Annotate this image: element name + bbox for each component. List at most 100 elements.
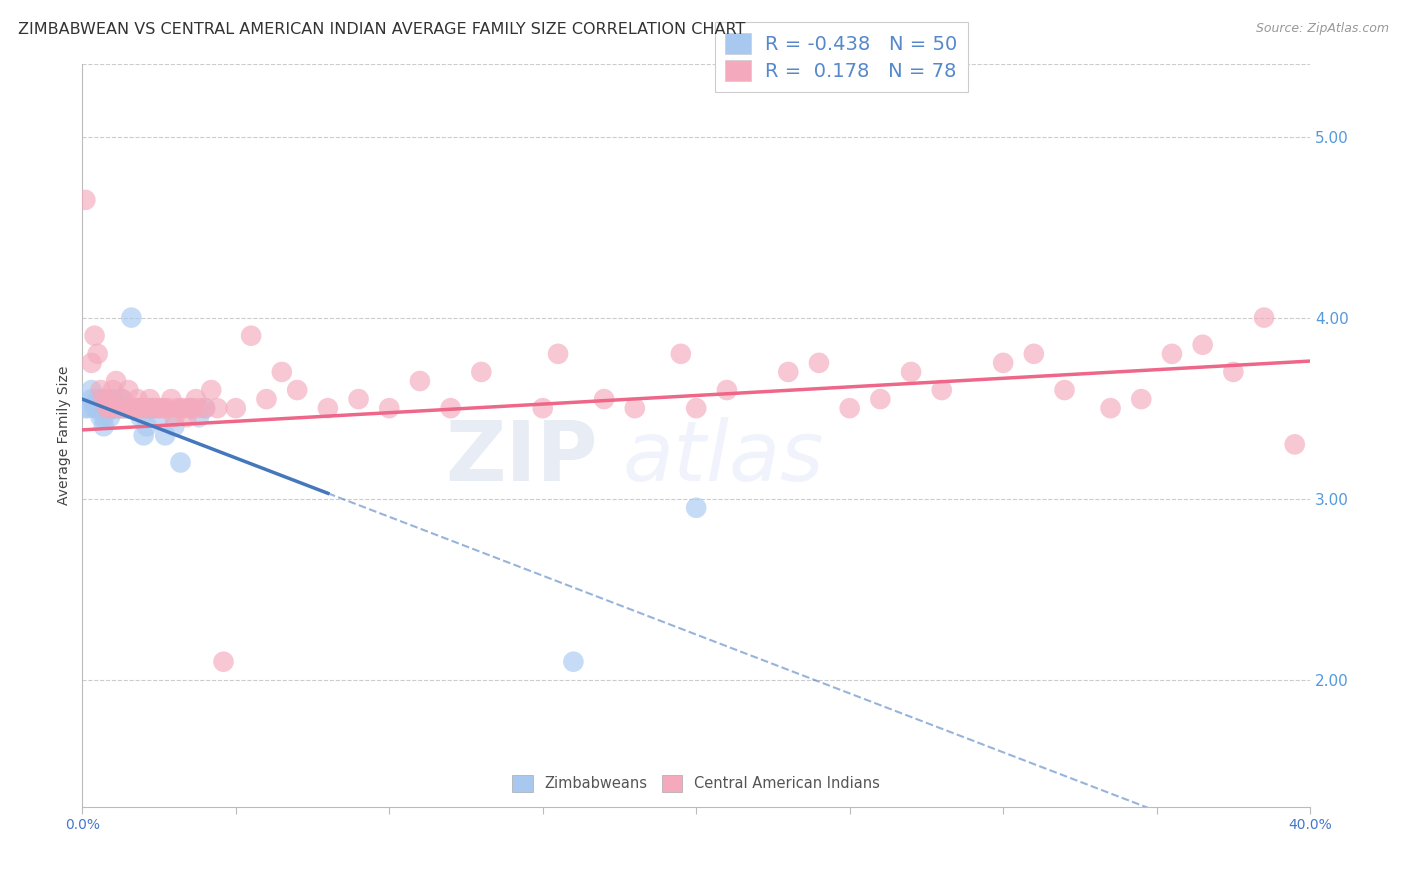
Point [240,328,263,343]
Point [108,392,131,406]
Point [531,401,554,416]
Point [347,392,370,406]
Point [90,401,112,416]
Point [1284,437,1306,451]
Point [778,365,800,379]
Point [184,392,207,406]
Point [75,401,97,416]
Text: ZIMBABWEAN VS CENTRAL AMERICAN INDIAN AVERAGE FAMILY SIZE CORRELATION CHART: ZIMBABWEAN VS CENTRAL AMERICAN INDIAN AV… [18,22,745,37]
Point [562,655,585,669]
Point [114,401,136,416]
Point [187,410,209,425]
Point [105,401,128,416]
Point [716,383,738,397]
Point [176,410,198,425]
Point [163,410,186,425]
Point [86,401,108,416]
Point [80,392,103,406]
Point [101,401,124,416]
Point [86,392,108,406]
Point [90,392,112,406]
Point [256,392,278,406]
Point [96,401,118,416]
Point [132,428,155,442]
Point [96,401,118,416]
Point [207,401,229,416]
Point [93,410,115,425]
Point [98,401,121,416]
Text: atlas: atlas [623,417,824,498]
Point [148,401,170,416]
Point [440,401,463,416]
Point [1053,383,1076,397]
Point [90,383,112,397]
Point [869,392,891,406]
Point [127,392,149,406]
Point [93,401,115,416]
Point [1161,347,1184,361]
Point [135,401,157,416]
Point [98,410,121,425]
Text: Source: ZipAtlas.com: Source: ZipAtlas.com [1256,22,1389,36]
Point [1130,392,1153,406]
Point [114,401,136,416]
Point [120,401,142,416]
Text: ZIP: ZIP [446,417,598,498]
Point [132,401,155,416]
Point [108,401,131,416]
Point [145,401,167,416]
Point [101,383,124,397]
Point [101,401,124,416]
Point [111,392,134,406]
Point [685,500,707,515]
Point [105,401,128,416]
Point [101,401,124,416]
Point [593,392,616,406]
Point [111,401,134,416]
Point [1022,347,1045,361]
Point [169,401,191,416]
Point [108,401,131,416]
Point [1222,365,1244,379]
Point [181,401,204,416]
Point [1253,310,1275,325]
Point [77,401,100,416]
Point [80,383,103,397]
Point [166,401,188,416]
Point [96,392,118,406]
Point [470,365,492,379]
Point [194,401,217,416]
Point [120,401,142,416]
Point [120,310,142,325]
Point [105,374,128,388]
Point [153,401,176,416]
Point [807,356,830,370]
Point [90,410,112,425]
Legend: Zimbabweans, Central American Indians: Zimbabweans, Central American Indians [505,768,887,799]
Point [101,392,124,406]
Point [117,401,139,416]
Point [179,401,201,416]
Point [547,347,569,361]
Point [160,392,183,406]
Point [117,383,139,397]
Point [127,401,149,416]
Point [212,655,235,669]
Point [1191,338,1213,352]
Point [96,401,118,416]
Point [1099,401,1122,416]
Point [111,392,134,406]
Point [409,374,432,388]
Point [142,401,165,416]
Point [98,401,121,416]
Point [991,356,1014,370]
Point [129,410,152,425]
Point [96,392,118,406]
Point [75,193,97,207]
Point [378,401,401,416]
Point [200,383,222,397]
Point [169,455,191,469]
Point [669,347,692,361]
Point [101,401,124,416]
Point [285,383,308,397]
